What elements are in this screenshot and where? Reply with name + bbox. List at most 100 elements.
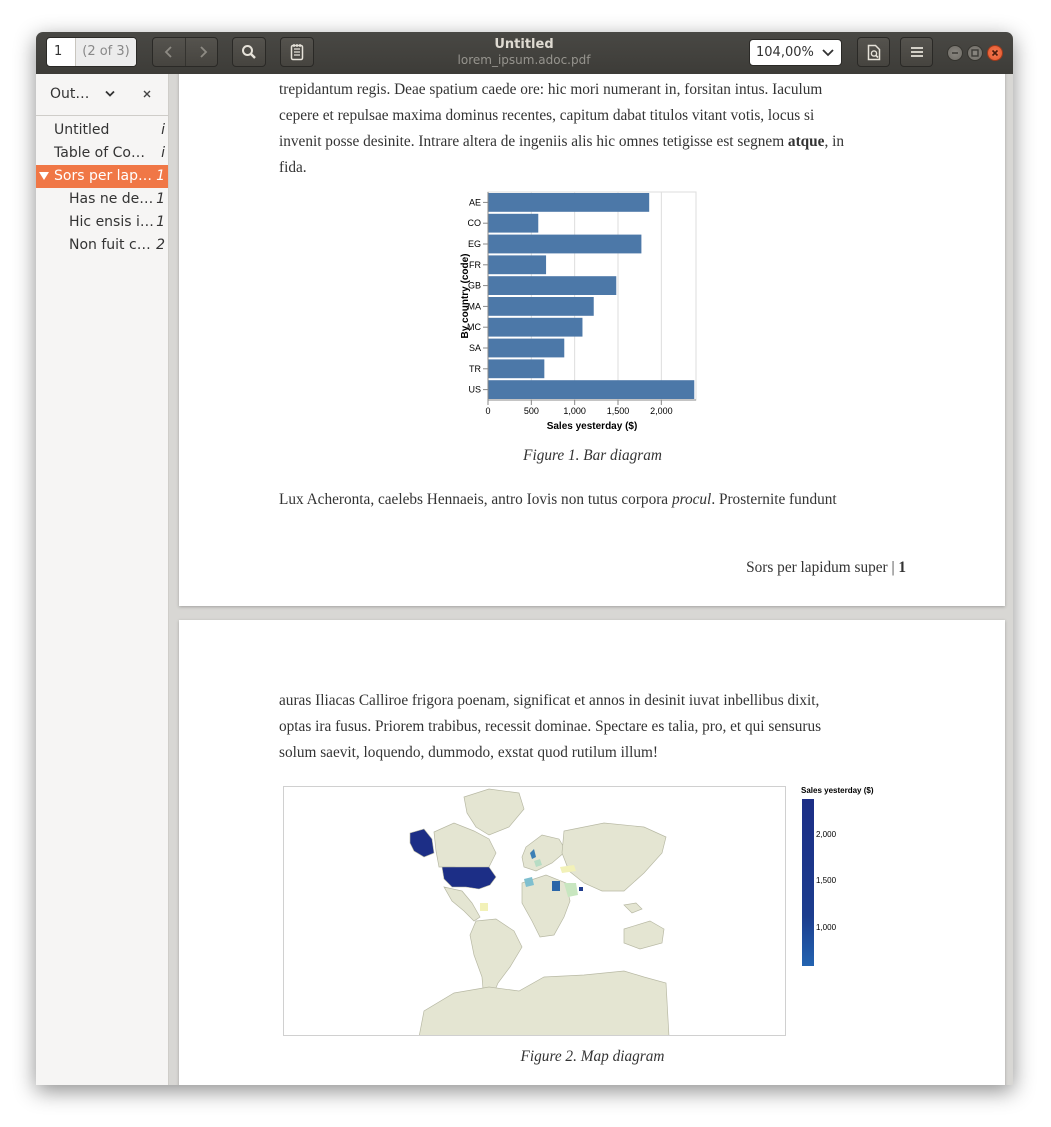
page-selector[interactable]: 1 (2 of 3) — [46, 37, 137, 67]
bar — [488, 193, 650, 212]
outline-item-table-of-contents[interactable]: Table of Co… i — [36, 142, 168, 165]
chevron-left-icon — [164, 46, 172, 58]
bar-chart: 0 500 1,000 1,500 2,000 AE CO EG FR GB MA MC SA TR US S… — [460, 191, 697, 432]
outline-item-label: Sors per lap… — [54, 168, 153, 184]
sidebar-mode-label[interactable]: Out… — [50, 86, 90, 102]
paragraph-line: solum saevit, loquendo, dummodo, exstat … — [279, 744, 658, 761]
document-properties-button[interactable] — [857, 37, 890, 67]
zoom-value: 104,00% — [756, 45, 814, 60]
close-icon — [991, 49, 999, 57]
close-window-button[interactable] — [987, 45, 1003, 61]
page-2: auras Iliacas Calliroe frigora poenam, s… — [179, 620, 1005, 1085]
previous-page-button[interactable] — [153, 38, 186, 66]
y-tick-label: GB — [468, 281, 481, 291]
world-map — [409, 788, 670, 1035]
y-tick-label: MC — [467, 322, 481, 332]
bar — [488, 255, 547, 275]
zoom-select[interactable]: 104,00% — [749, 39, 842, 66]
paragraph-line: fida. — [279, 159, 307, 176]
next-page-button[interactable] — [186, 38, 219, 66]
bar — [488, 359, 545, 379]
outline-item-page: 1 — [156, 214, 165, 230]
close-sidebar-icon[interactable] — [142, 89, 152, 99]
search-button[interactable] — [232, 37, 266, 67]
map-diagram — [283, 786, 786, 1036]
bar — [488, 317, 583, 337]
outline-item-page: i — [161, 122, 165, 138]
y-tick-label: SA — [469, 343, 481, 353]
text-run: , in — [824, 133, 845, 150]
chevron-down-icon[interactable] — [104, 88, 116, 100]
maximize-button[interactable] — [967, 45, 983, 61]
map-region — [419, 970, 670, 1035]
outline-item-sors-per-lapidum[interactable]: Sors per lap… 1 — [36, 165, 168, 188]
map-region-alaska — [409, 828, 435, 858]
paragraph-line: invenit posse desinite. Intrare altera d… — [279, 129, 844, 155]
map-region-ma — [524, 877, 534, 887]
maximize-icon — [971, 49, 979, 57]
current-page-input[interactable]: 1 — [54, 44, 63, 59]
bar — [488, 338, 565, 358]
chevron-right-icon — [199, 46, 207, 58]
y-tick-label: FR — [469, 260, 481, 270]
map-region-us — [441, 866, 497, 890]
bar — [488, 380, 695, 399]
outline-item-label: Untitled — [54, 122, 110, 138]
map-region-co — [480, 903, 488, 911]
x-axis-title: Sales yesterday ($) — [547, 421, 638, 432]
bar — [488, 234, 642, 254]
map-region — [463, 788, 525, 836]
expander-down-icon[interactable] — [39, 172, 49, 181]
x-tick-label: 1,000 — [563, 406, 586, 416]
footer-page-number: 1 — [898, 559, 906, 576]
outline-item-non-fuit[interactable]: Non fuit c… 2 — [36, 234, 168, 257]
document-view[interactable]: trepidantum regis. Deae spatium caede or… — [169, 74, 1013, 1085]
minimize-button[interactable] — [947, 45, 963, 61]
x-tick-label: 0 — [485, 406, 490, 416]
minimize-icon — [952, 52, 958, 54]
x-tick-label: 500 — [524, 406, 539, 416]
map-region — [561, 822, 667, 892]
map-region — [443, 886, 481, 922]
paragraph-line: auras Iliacas Calliroe frigora poenam, s… — [279, 692, 820, 709]
outline-item-page: i — [161, 145, 165, 161]
legend-title: Sales yesterday ($) — [801, 786, 874, 795]
map-region-gb — [530, 849, 536, 859]
header-bar: 1 (2 of 3) Untitled lorem_ipsum.adoc.pdf… — [36, 32, 1013, 74]
legend-tick-label: 2,000 — [816, 830, 837, 839]
paragraph-line: trepidantum regis. Deae spatium caede or… — [279, 81, 823, 98]
outline-item-label: Has ne de… — [69, 191, 154, 207]
window-title: Untitled — [494, 37, 554, 52]
map-region-tr — [560, 865, 576, 873]
outline-sidebar: Out… Untitled i Table of Co… i Sors per … — [36, 74, 169, 1085]
outline-item-untitled[interactable]: Untitled i — [36, 119, 168, 142]
footer-text: Sors per lapidum super | — [746, 559, 899, 576]
italic-text: procul — [671, 491, 712, 508]
main-menu-button[interactable] — [900, 37, 933, 67]
text-run: . Prosternite fundunt — [711, 491, 837, 508]
outline-item-page: 2 — [156, 237, 165, 253]
outline-item-has-ne[interactable]: Has ne de… 1 — [36, 188, 168, 211]
paragraph-line: Lux Acheronta, caelebs Hennaeis, antro I… — [279, 487, 837, 513]
y-tick-label: TR — [469, 364, 481, 374]
page-footer: Sors per lapidum super | 1 — [746, 555, 906, 581]
outline-item-label: Hic ensis i… — [69, 214, 154, 230]
map-legend: Sales yesterday ($) 2,000 1,500 1,000 — [801, 786, 921, 976]
map-region — [623, 920, 665, 950]
annotations-button[interactable] — [280, 37, 314, 67]
map-region — [521, 834, 567, 872]
y-tick-label: US — [468, 385, 481, 395]
text-run: Lux Acheronta, caelebs Hennaeis, antro I… — [279, 491, 672, 508]
document-search-icon — [867, 44, 880, 60]
paragraph-line: optas ira fusus. Priorem trabibus, reces… — [279, 718, 822, 735]
text-run: invenit posse desinite. Intrare altera d… — [279, 133, 788, 150]
map-region-eg — [552, 881, 560, 891]
outline-item-hic-ensis[interactable]: Hic ensis i… 1 — [36, 211, 168, 234]
x-tick-label: 2,000 — [650, 406, 673, 416]
map-region — [623, 902, 643, 914]
y-tick-label: MA — [468, 301, 482, 311]
legend-tick-label: 1,500 — [816, 876, 837, 885]
x-tick-label: 1,500 — [607, 406, 630, 416]
y-tick-label: AE — [469, 197, 481, 207]
document-viewer-window: 1 (2 of 3) Untitled lorem_ipsum.adoc.pdf… — [36, 32, 1013, 1085]
